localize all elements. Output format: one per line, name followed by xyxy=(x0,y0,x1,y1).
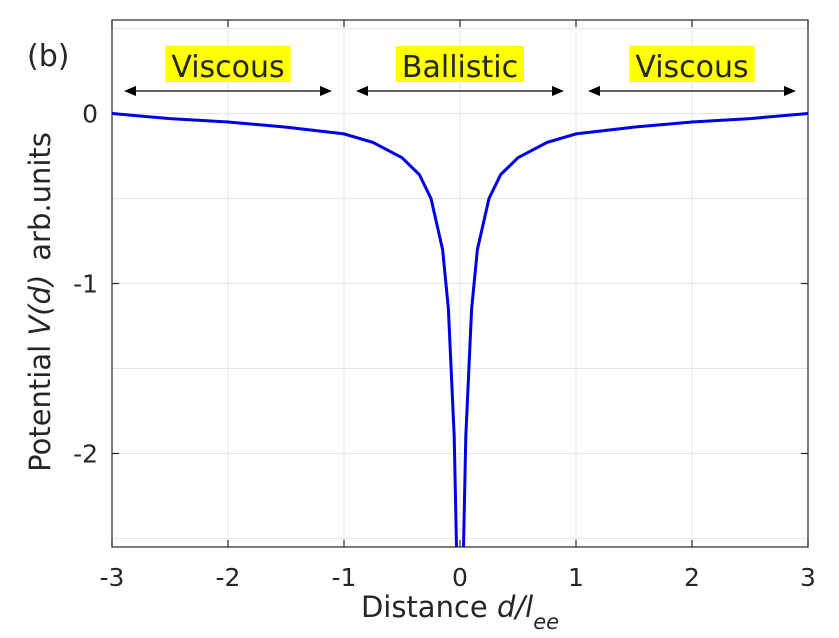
y-axis-title-units: arb.units xyxy=(23,132,57,261)
x-axis-title-sub: ee xyxy=(533,610,559,634)
region-label: Viscous xyxy=(635,50,748,85)
arrowhead-right xyxy=(320,86,332,96)
x-axis-title-text: Distance xyxy=(361,590,497,624)
region-label-highlight xyxy=(165,46,291,82)
arrowhead-left xyxy=(124,86,136,96)
y-axis-title-text: Potential xyxy=(23,336,57,472)
region-label: Ballistic xyxy=(402,50,518,85)
x-tick-label: 2 xyxy=(684,563,700,592)
axis-ticks: -3 -2 -1 0 1 2 3 0 -1 -2 xyxy=(73,20,816,592)
y-tick-label: 0 xyxy=(82,100,98,129)
grid xyxy=(112,20,808,547)
y-tick-label: -1 xyxy=(73,270,98,299)
arrowhead-right xyxy=(552,86,564,96)
arrowhead-right xyxy=(784,86,796,96)
y-tick-label: -2 xyxy=(73,440,98,469)
series-line xyxy=(111,112,809,548)
series xyxy=(111,112,809,548)
region-annotation: Ballistic xyxy=(356,46,564,96)
region-annotations: Viscous Ballistic Viscous xyxy=(124,46,796,96)
x-tick-label: 3 xyxy=(800,563,816,592)
region-label: Viscous xyxy=(171,50,284,85)
x-tick-label: -3 xyxy=(100,563,125,592)
region-annotation: Viscous xyxy=(588,46,796,96)
region-label-highlight xyxy=(629,46,755,82)
region-annotation: Viscous xyxy=(124,46,332,96)
x-axis-title: Distance d/lee xyxy=(361,590,559,634)
arrowhead-left xyxy=(588,86,600,96)
y-axis-title-var: V(d) xyxy=(23,275,57,336)
x-tick-label: -2 xyxy=(216,563,241,592)
arrowhead-left xyxy=(356,86,368,96)
x-axis-title-var: d/l xyxy=(497,590,533,624)
region-label-highlight xyxy=(395,46,525,82)
x-tick-label: 0 xyxy=(452,563,468,592)
x-tick-label: -1 xyxy=(332,563,357,592)
panel-label: (b) xyxy=(27,39,69,74)
y-axis-title: Potential V(d) arb.units xyxy=(23,132,57,472)
x-tick-label: 1 xyxy=(568,563,584,592)
